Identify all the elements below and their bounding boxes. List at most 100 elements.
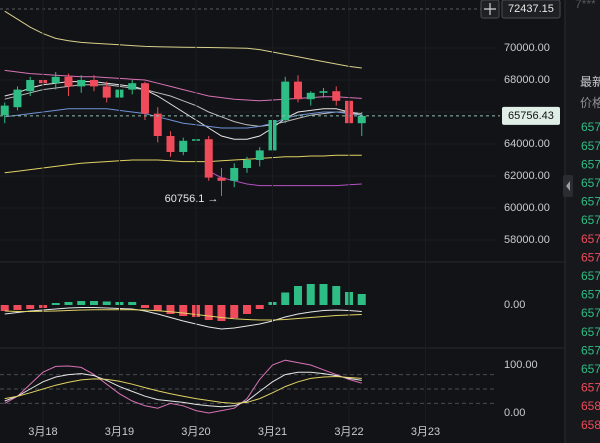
- candle-body: [77, 80, 86, 87]
- candle-body: [51, 76, 60, 84]
- side-list: 7*** 最新 价格 657 657 657 657 657 657 657 657 657 65…: [575, 0, 600, 432]
- y-tick-label: 0.00: [504, 407, 525, 419]
- histogram-bar: [102, 301, 111, 305]
- side-price: 657: [581, 232, 600, 246]
- histogram-bar: [26, 305, 35, 309]
- x-tick-label: 3月22: [334, 426, 363, 438]
- x-tick-label: 3月23: [411, 426, 440, 438]
- y-tick-label: 68000.00: [504, 74, 550, 86]
- last-price-label: 65756.43: [508, 110, 554, 122]
- histogram-bar: [140, 305, 149, 308]
- histogram-bar: [255, 305, 264, 309]
- histogram-bar: [204, 305, 213, 320]
- candle-body: [255, 150, 264, 160]
- candle-body: [204, 139, 213, 178]
- last-price-tag: [502, 106, 560, 125]
- histogram-bar: [51, 303, 60, 305]
- side-price: 657: [581, 157, 600, 171]
- x-tick-label: 3月19: [105, 426, 134, 438]
- histogram-bar: [281, 292, 290, 305]
- side-price: 657: [581, 176, 600, 190]
- side-price: 657: [581, 325, 600, 339]
- side-price: 657: [581, 120, 600, 134]
- candle-body: [230, 168, 239, 181]
- histogram-bar: [306, 284, 315, 305]
- overlay-line: [4, 84, 362, 127]
- histogram-bar: [230, 305, 239, 318]
- x-tick-label: 3月21: [258, 426, 287, 438]
- side-price: 657: [581, 250, 600, 264]
- y-tick-label: 0.00: [504, 299, 525, 311]
- y-tick-label: 60000.00: [504, 202, 550, 214]
- overlay-line: [4, 69, 362, 102]
- high-tag-label: 72437.15: [508, 3, 554, 15]
- candle-body: [26, 80, 35, 92]
- candle-body: [64, 76, 73, 87]
- side-header: 7***: [575, 0, 596, 11]
- side-title: 最新: [580, 74, 600, 89]
- candle-body: [306, 92, 315, 100]
- candle-body: [0, 105, 9, 116]
- candle-body: [102, 86, 111, 98]
- candle-body: [281, 81, 290, 120]
- candle-body: [179, 140, 188, 152]
- histogram-bar: [0, 305, 9, 311]
- candle-body: [332, 91, 341, 101]
- side-price: 657: [581, 362, 600, 376]
- side-price: 657: [581, 288, 600, 302]
- indicator-line: [4, 309, 362, 321]
- side-price: 657: [581, 269, 600, 283]
- side-price: 657: [581, 213, 600, 227]
- histogram-bar: [89, 301, 98, 305]
- candle-body: [357, 115, 366, 124]
- side-column: 价格: [580, 95, 600, 110]
- y-tick-label: 64000.00: [504, 138, 550, 150]
- candle-body: [293, 81, 302, 100]
- plus-icon: [484, 3, 496, 16]
- low-annotation: 60756.1 →: [165, 193, 219, 205]
- overlay-line: [4, 81, 362, 140]
- indicator-line: [4, 371, 362, 408]
- candle-body: [242, 160, 251, 168]
- x-tick-label: 3月18: [28, 426, 57, 438]
- histogram-bar: [179, 305, 188, 316]
- candle-body: [153, 113, 162, 136]
- histogram-bar: [128, 302, 137, 305]
- side-price: 658: [581, 399, 600, 413]
- candle-body: [319, 91, 328, 93]
- side-price: 657: [581, 343, 600, 357]
- indicator-line: [4, 359, 362, 414]
- histogram-bar: [13, 305, 22, 310]
- side-price: 657: [581, 381, 600, 395]
- side-price: 657: [581, 306, 600, 320]
- y-tick-label: 62000.00: [504, 170, 550, 182]
- histogram-bar: [166, 305, 175, 314]
- y-tick-label: 58000.00: [504, 234, 550, 246]
- toggle-arrow: [566, 181, 570, 191]
- indicator-line: [4, 375, 362, 404]
- histogram-bar: [217, 305, 226, 321]
- overlay-line: [4, 154, 362, 174]
- y-tick-label: 70000.00: [504, 42, 550, 54]
- candle-body: [89, 80, 98, 87]
- indicator-line: [4, 307, 362, 330]
- candle-body: [166, 136, 175, 152]
- side-price: 657: [581, 139, 600, 153]
- histogram-bar: [153, 305, 162, 311]
- histogram-bar: [77, 301, 86, 305]
- high-tag: [501, 0, 561, 19]
- x-tick-label: 3月20: [181, 426, 210, 438]
- histogram-bar: [332, 286, 341, 305]
- overlay-line: [4, 108, 362, 129]
- histogram-bar: [242, 305, 251, 314]
- histogram-bar: [64, 302, 73, 305]
- overlay-line: [4, 10, 362, 69]
- side-price: 658: [581, 418, 600, 432]
- side-price: 657: [581, 195, 600, 209]
- histogram-bar: [293, 286, 302, 305]
- histogram-bar: [357, 294, 366, 305]
- candle-body: [13, 89, 22, 108]
